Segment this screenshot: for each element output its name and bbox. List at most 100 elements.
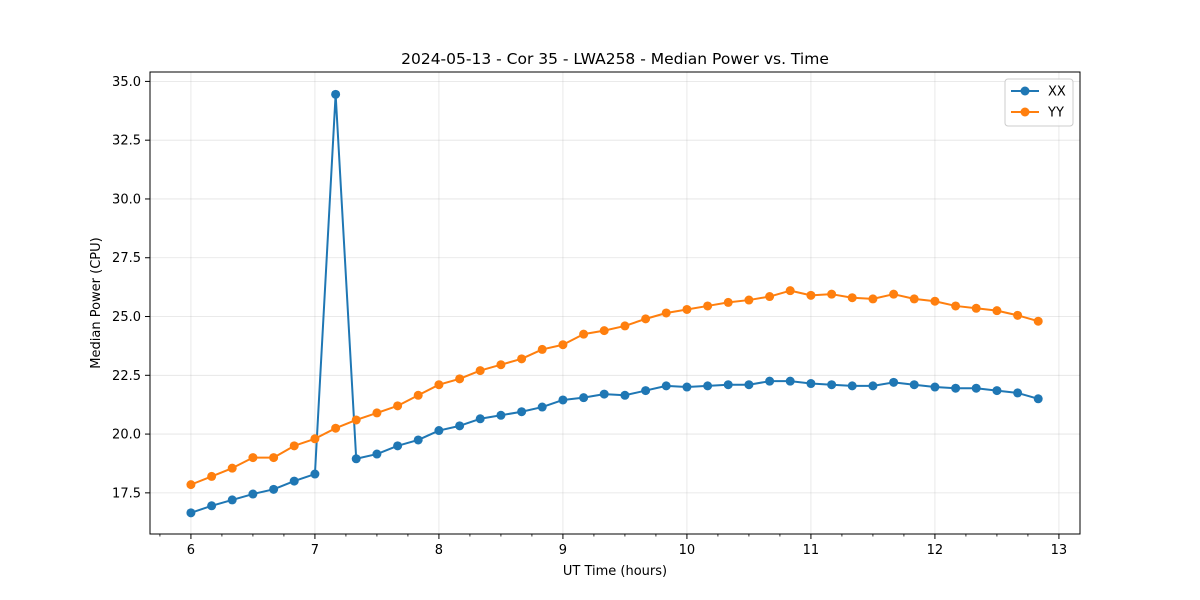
data-point-yy (310, 434, 320, 444)
data-point-yy (682, 304, 692, 314)
data-point-xx (269, 484, 279, 494)
data-point-yy (186, 480, 196, 490)
legend-item-yy: YY (1011, 106, 1064, 121)
x-axis-label: UT Time (hours) (563, 564, 667, 579)
x-tick-label: 10 (679, 543, 696, 558)
data-point-xx (951, 383, 961, 393)
data-point-yy (269, 453, 279, 463)
data-point-xx (806, 379, 816, 389)
data-point-xx (1013, 388, 1023, 398)
data-point-xx (579, 393, 589, 403)
data-point-yy (496, 360, 506, 370)
data-point-yy (661, 308, 671, 318)
data-point-xx (682, 382, 692, 392)
data-point-yy (971, 303, 981, 313)
data-point-yy (599, 326, 609, 336)
data-point-yy (1033, 316, 1043, 326)
data-point-xx (992, 386, 1002, 396)
data-point-xx (310, 469, 320, 479)
data-point-xx (930, 382, 940, 392)
data-point-xx (827, 380, 837, 390)
data-point-xx (847, 381, 857, 391)
y-tick-label: 22.5 (112, 369, 141, 384)
data-point-xx (331, 89, 341, 99)
data-point-yy (289, 441, 299, 451)
data-point-yy (1013, 310, 1023, 320)
x-tick-label: 6 (187, 543, 195, 558)
y-tick-label: 35.0 (112, 75, 141, 90)
data-point-xx (558, 395, 568, 405)
data-point-yy (579, 329, 589, 339)
data-point-yy (517, 354, 527, 364)
data-point-xx (289, 476, 299, 486)
data-point-xx (207, 501, 217, 511)
data-point-yy (765, 292, 775, 302)
data-point-xx (641, 386, 651, 396)
y-tick-label: 30.0 (112, 192, 141, 207)
y-tick-label: 20.0 (112, 428, 141, 443)
data-point-yy (992, 306, 1002, 316)
data-point-xx (475, 414, 485, 424)
data-point-yy (372, 408, 382, 418)
data-point-xx (455, 421, 465, 431)
data-point-xx (1033, 394, 1043, 404)
y-tick-label: 25.0 (112, 310, 141, 325)
data-point-yy (455, 374, 465, 384)
data-point-xx (517, 407, 527, 417)
data-point-yy (413, 390, 423, 400)
legend-label: XX (1048, 85, 1066, 100)
y-tick-label: 17.5 (112, 486, 141, 501)
data-point-xx (248, 489, 258, 499)
data-point-yy (393, 401, 403, 411)
data-point-yy (227, 463, 237, 473)
legend-marker (1020, 107, 1030, 117)
data-point-xx (661, 381, 671, 391)
data-point-xx (351, 454, 361, 464)
data-point-xx (785, 376, 795, 386)
data-point-yy (207, 471, 217, 481)
y-axis-label: Median Power (CPU) (89, 237, 104, 368)
data-point-yy (827, 289, 837, 299)
data-point-yy (909, 294, 919, 304)
y-tick-label: 27.5 (112, 251, 141, 266)
data-point-yy (641, 314, 651, 324)
data-point-yy (248, 453, 258, 463)
x-tick-label: 9 (559, 543, 567, 558)
data-point-yy (785, 286, 795, 296)
data-point-xx (971, 383, 981, 393)
data-point-xx (372, 449, 382, 459)
chart-title: 2024-05-13 - Cor 35 - LWA258 - Median Po… (401, 50, 829, 68)
data-point-xx (393, 441, 403, 451)
data-point-yy (620, 321, 630, 331)
y-tick-label: 32.5 (112, 134, 141, 149)
data-point-yy (351, 415, 361, 425)
legend-label: YY (1047, 106, 1064, 121)
x-tick-label: 13 (1051, 543, 1068, 558)
data-point-xx (703, 381, 713, 391)
data-point-yy (847, 293, 857, 303)
data-point-xx (909, 380, 919, 390)
series-layer (186, 89, 1043, 518)
data-point-xx (496, 410, 506, 420)
data-point-xx (434, 426, 444, 436)
data-point-xx (723, 380, 733, 390)
grid-lines (150, 72, 1080, 534)
data-point-yy (558, 340, 568, 350)
data-point-yy (475, 366, 485, 376)
data-point-xx (744, 380, 754, 390)
legend: XX YY (1004, 78, 1074, 127)
data-point-xx (765, 376, 775, 386)
data-point-yy (930, 296, 940, 306)
series-yy (186, 286, 1043, 490)
x-tick-label: 8 (435, 543, 443, 558)
data-point-xx (227, 495, 237, 505)
data-point-xx (599, 389, 609, 399)
data-point-yy (951, 301, 961, 311)
data-point-yy (744, 295, 754, 305)
data-point-yy (723, 297, 733, 307)
data-point-yy (434, 380, 444, 390)
data-point-xx (868, 381, 878, 391)
series-xx (186, 89, 1043, 518)
data-point-yy (889, 289, 899, 299)
